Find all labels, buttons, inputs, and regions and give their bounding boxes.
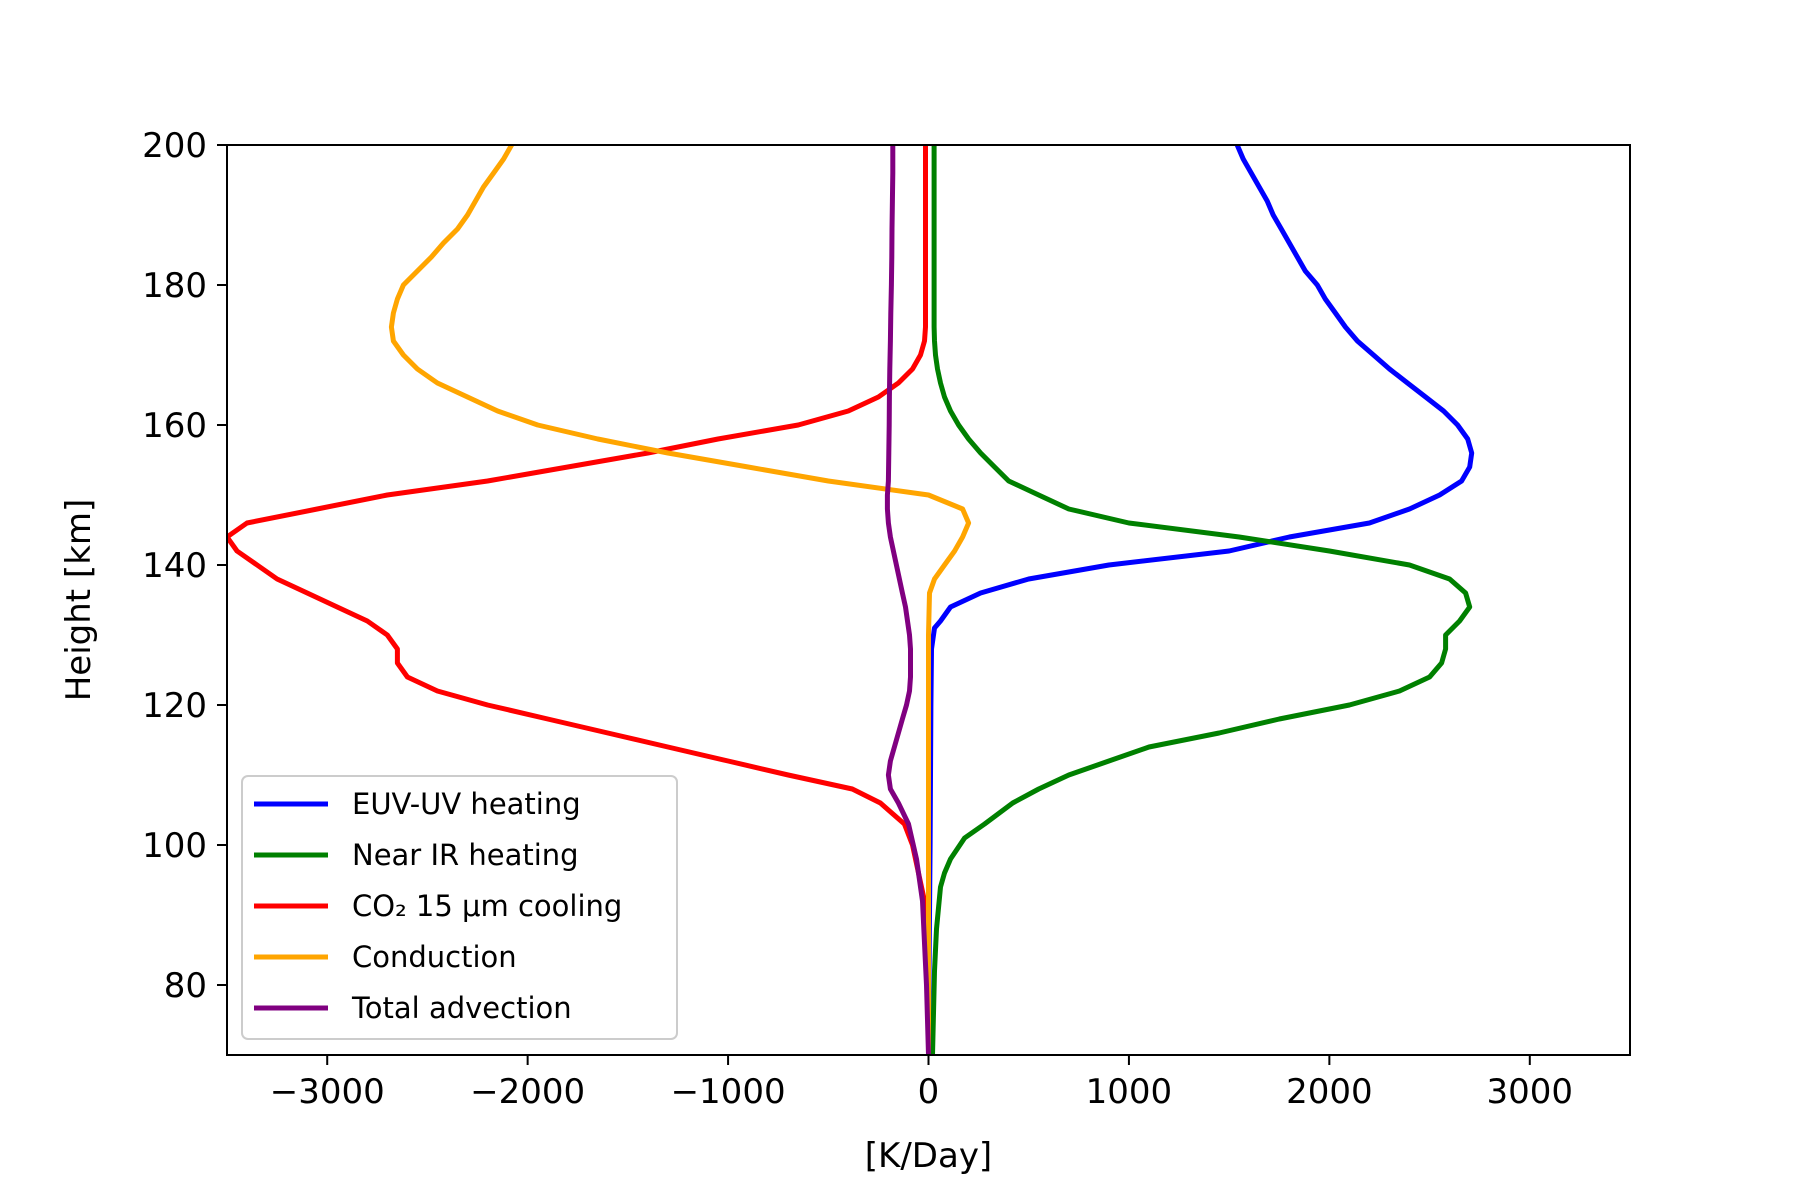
series-line-2 <box>227 145 931 1055</box>
x-axis: −3000 −2000 −1000 0 1000 2000 3000 <box>270 1055 1573 1112</box>
y-axis: 80 100 120 140 160 180 200 <box>142 126 227 1006</box>
y-tick-label: 100 <box>142 826 207 866</box>
legend-label-0: EUV-UV heating <box>352 787 581 821</box>
series-line-0 <box>926 145 1475 1055</box>
x-tick-label: 2000 <box>1286 1072 1373 1112</box>
x-tick-label: −3000 <box>270 1072 385 1112</box>
x-tick-label: 1000 <box>1086 1072 1173 1112</box>
plot-area <box>227 145 1475 1055</box>
legend-label-3: Conduction <box>352 940 517 974</box>
legend-label-4: Total advection <box>351 991 572 1025</box>
series-line-3 <box>388 145 972 1055</box>
y-tick-label: 80 <box>164 966 207 1006</box>
series-line-1 <box>930 145 1473 1055</box>
series-line-4 <box>884 145 931 1055</box>
y-tick-label: 140 <box>142 546 207 586</box>
y-tick-label: 200 <box>142 126 207 166</box>
legend-box <box>241 775 678 1040</box>
x-axis-label: [K/Day] <box>865 1136 992 1176</box>
x-tick-label: −2000 <box>470 1072 585 1112</box>
x-tick-label: 3000 <box>1487 1072 1574 1112</box>
y-tick-label: 160 <box>142 406 207 446</box>
y-axis-label: Height [km] <box>59 499 99 702</box>
legend-label-1: Near IR heating <box>352 838 579 872</box>
legend-label-2: CO₂ 15 μm cooling <box>352 889 622 923</box>
y-tick-label: 120 <box>142 686 207 726</box>
y-tick-label: 180 <box>142 266 207 306</box>
x-tick-label: 0 <box>918 1072 940 1112</box>
legend: EUV-UV heating Near IR heating CO₂ 15 μm c… <box>241 775 678 1040</box>
x-tick-label: −1000 <box>671 1072 786 1112</box>
